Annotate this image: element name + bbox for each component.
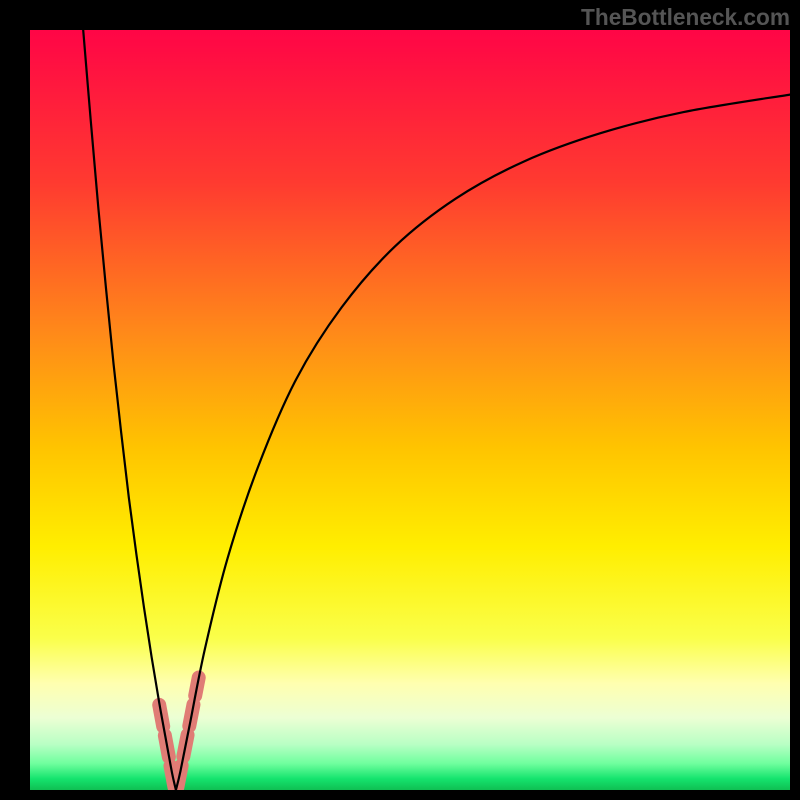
curve-right	[176, 95, 790, 790]
chart-root: TheBottleneck.com	[0, 0, 800, 800]
curves-layer	[30, 30, 790, 790]
plot-area	[30, 30, 790, 790]
curve-left	[83, 30, 176, 790]
watermark-label: TheBottleneck.com	[581, 4, 790, 31]
